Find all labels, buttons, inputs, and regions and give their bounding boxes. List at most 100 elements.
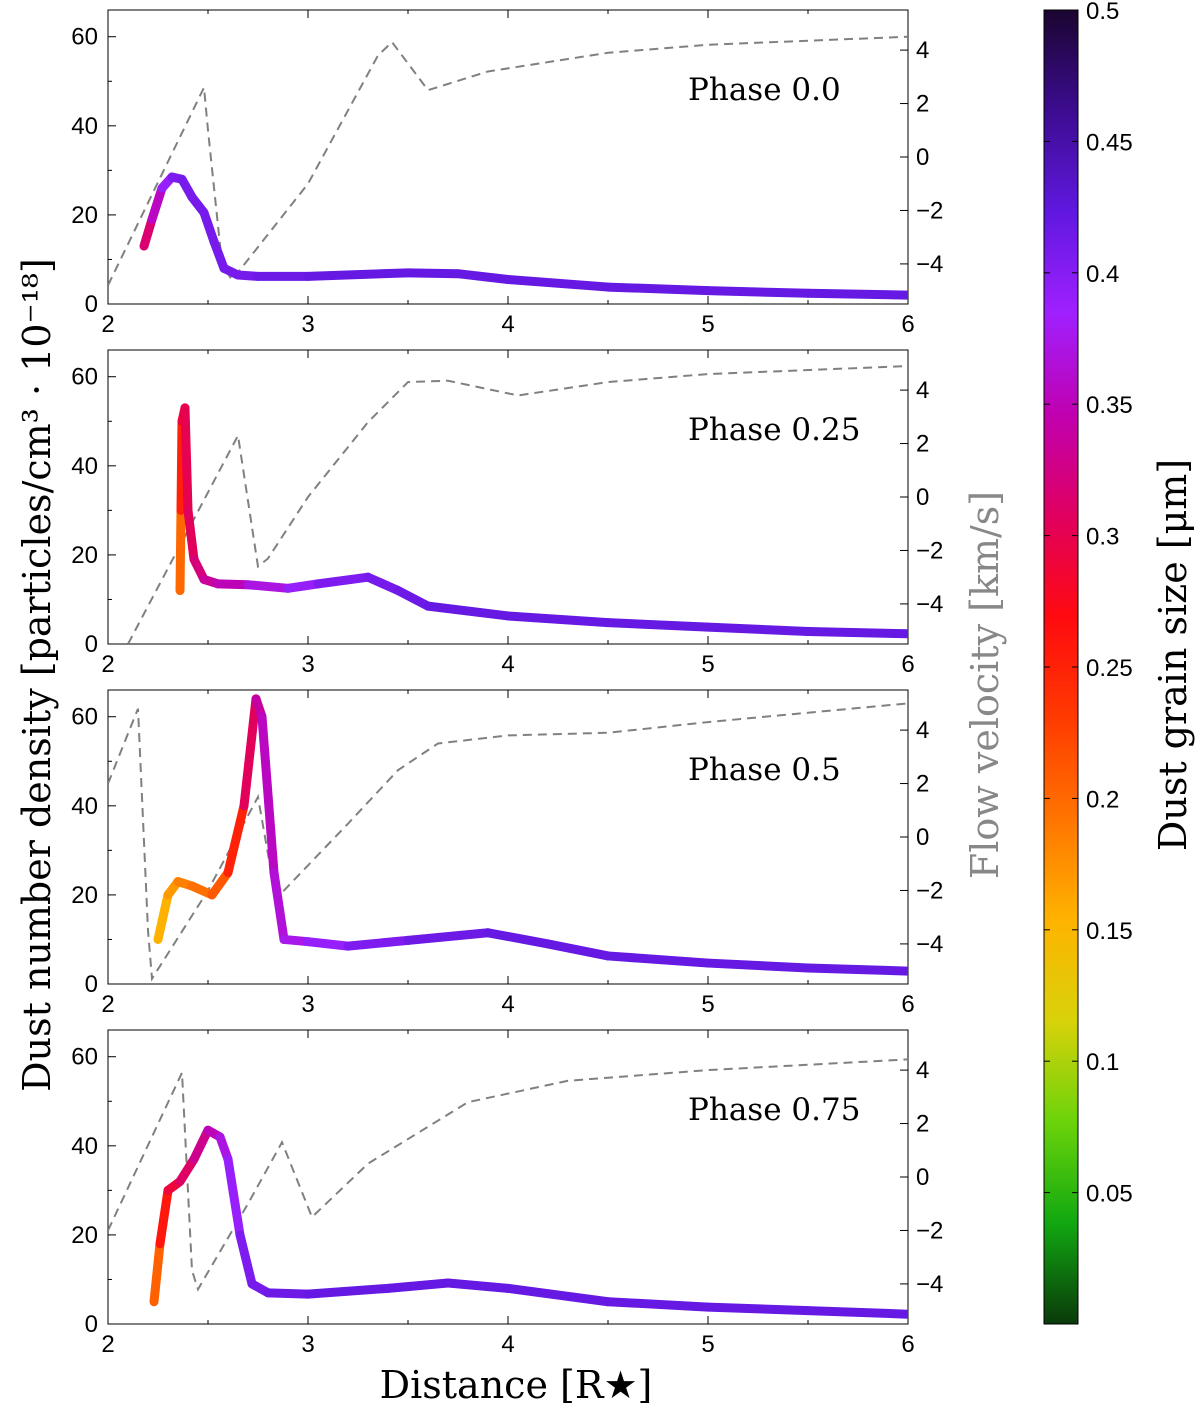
x-tick-label: 6 — [901, 991, 914, 1018]
y-tick-label: 20 — [71, 882, 98, 909]
density-segment — [239, 694, 261, 811]
colorbar-tick-label: 0.5 — [1086, 0, 1119, 25]
density-segment — [175, 505, 186, 596]
y-tick-label: 40 — [71, 793, 98, 820]
x-tick-label: 5 — [701, 651, 714, 678]
y-tick-label: 60 — [71, 364, 98, 391]
x-tick-label: 2 — [101, 991, 114, 1018]
density-segment — [147, 183, 167, 224]
density-line — [149, 1125, 908, 1319]
y-tick-label: 0 — [85, 1311, 98, 1338]
x-tick-label: 2 — [101, 311, 114, 338]
density-segment — [183, 505, 199, 564]
y-tick-label: 0 — [85, 971, 98, 998]
density-segment — [343, 935, 413, 951]
y-right-tick-label: 0 — [916, 1164, 929, 1191]
density-segment — [503, 611, 613, 628]
y-right-tick-label: 4 — [916, 1057, 929, 1084]
density-segment — [213, 579, 253, 590]
y-right-tick-label: 0 — [916, 144, 929, 171]
y-tick-label: 20 — [71, 542, 98, 569]
density-segment — [603, 1297, 713, 1312]
velocity-line — [108, 35, 908, 286]
colorbar-tick-label: 0.1 — [1086, 1049, 1119, 1076]
density-segment — [223, 1154, 245, 1240]
y-right-tick-label: −4 — [916, 1271, 943, 1298]
density-segment — [189, 1125, 213, 1164]
density-segment — [803, 288, 908, 300]
y-right-tick-label: 4 — [916, 717, 929, 744]
density-segment — [209, 237, 229, 273]
density-segment — [543, 939, 613, 961]
y-tick-label: 60 — [71, 1044, 98, 1071]
density-line — [139, 172, 908, 300]
colorbar: 0.05 0.1 0.15 0.2 0.25 0.3 0.35 0.4 0.45 0.5 — [1043, 0, 1133, 1325]
density-segment — [283, 579, 323, 593]
density-segment — [207, 868, 233, 900]
y-tick-label: 40 — [71, 1133, 98, 1160]
y-tick-label: 0 — [85, 291, 98, 318]
y-right-tick-label: 0 — [916, 484, 929, 511]
x-tick-label: 2 — [101, 651, 114, 678]
y-right-tick-label: −2 — [916, 197, 943, 224]
colorbar-tick-label: 0.15 — [1086, 918, 1133, 945]
colorbar-tick-label: 0.25 — [1086, 655, 1133, 682]
density-segment — [257, 712, 279, 878]
x-tick-label: 5 — [701, 1331, 714, 1358]
density-segment — [703, 1302, 813, 1316]
y-right-tick-label: 2 — [916, 1111, 929, 1138]
y-right-tick-label: −4 — [916, 931, 943, 958]
density-segment — [403, 268, 463, 279]
density-segment — [603, 282, 713, 296]
density-segment — [603, 951, 713, 968]
x-tick-label: 4 — [501, 1331, 514, 1358]
x-tick-label: 3 — [301, 651, 314, 678]
colorbar-tick-label: 0.45 — [1086, 129, 1133, 156]
phase-label: Phase 0.75 — [688, 1092, 860, 1128]
x-axis-title: Distance [R★] — [380, 1363, 653, 1407]
density-segment — [503, 1283, 613, 1307]
density-segment — [703, 622, 813, 637]
x-tick-label: 2 — [101, 1331, 114, 1358]
y-right-tick-label: −2 — [916, 1217, 943, 1244]
density-segment — [443, 1278, 513, 1293]
density-segment — [235, 1230, 257, 1289]
y-tick-label: 20 — [71, 1222, 98, 1249]
density-line — [175, 403, 908, 639]
y-right-tick-label: −2 — [916, 537, 943, 564]
density-segment — [263, 1288, 313, 1299]
y-right-tick-label: 4 — [916, 377, 929, 404]
x-tick-label: 6 — [901, 651, 914, 678]
x-tick-label: 6 — [901, 1331, 914, 1358]
velocity-line — [108, 702, 908, 982]
y-tick-label: 40 — [71, 453, 98, 480]
density-segment — [453, 269, 513, 284]
y-tick-label: 40 — [71, 113, 98, 140]
panel-frame — [107, 9, 909, 305]
density-segment — [223, 801, 249, 878]
density-segment — [199, 208, 219, 247]
density-segment — [303, 937, 353, 951]
phase-label: Phase 0.5 — [688, 752, 841, 788]
y-right-tick-label: 4 — [916, 37, 929, 64]
y-axis-right-title: Flow velocity [km/s] — [963, 491, 1007, 879]
y-right-tick-label: −4 — [916, 251, 943, 278]
density-segment — [703, 286, 813, 298]
density-segment — [423, 601, 513, 621]
y-right-tick-label: 0 — [916, 824, 929, 851]
y-tick-label: 60 — [71, 704, 98, 731]
colorbar-tick-label: 0.3 — [1086, 524, 1119, 551]
density-segment — [603, 618, 713, 632]
density-segment — [403, 928, 493, 945]
density-segment — [269, 868, 289, 944]
density-segment — [393, 586, 433, 611]
velocity-line — [108, 1058, 908, 1292]
density-segment — [303, 268, 413, 281]
velocity-line — [127, 365, 908, 644]
density-segment — [243, 580, 293, 593]
y-right-tick-label: 2 — [916, 91, 929, 118]
x-tick-label: 4 — [501, 991, 514, 1018]
